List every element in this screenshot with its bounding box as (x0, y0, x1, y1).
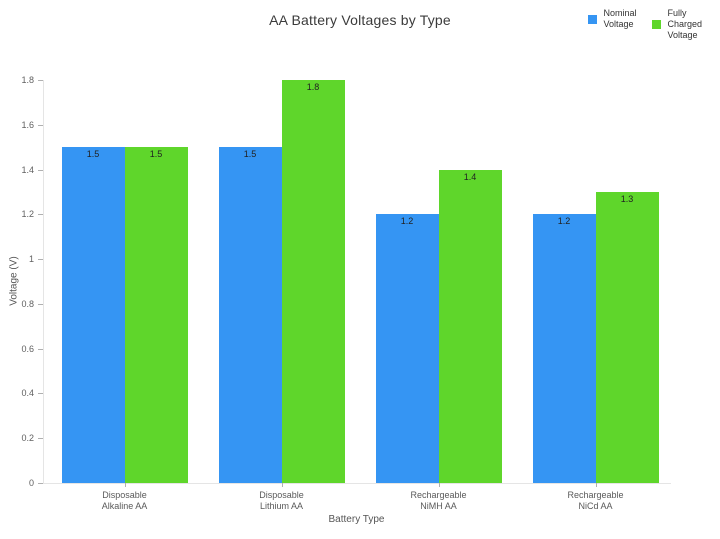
y-tick-mark (38, 348, 43, 350)
bar-value-label: 1.4 (463, 171, 477, 182)
x-tick-mark (124, 483, 126, 487)
legend: Nominal Voltage Fully Charged Voltage (588, 8, 702, 41)
y-tick-mark (38, 393, 43, 395)
y-tick-mark (38, 214, 43, 216)
legend-item-fully-charged-voltage[interactable]: Fully Charged Voltage (652, 8, 702, 41)
y-tick-label: 0.8 (21, 298, 34, 309)
y-tick-label: 1.6 (21, 119, 34, 130)
legend-label: Nominal Voltage (603, 8, 637, 29)
bar-value-label: 1.2 (557, 216, 571, 227)
y-tick-mark (38, 438, 43, 440)
y-tick-mark (38, 483, 43, 484)
bar-fully-charged-voltage-rechargeable-nimh-aa: 1.4 (438, 169, 502, 483)
legend-label: Fully Charged Voltage (667, 8, 702, 40)
fully-charged-voltage-swatch-icon (652, 20, 662, 29)
bar-nominal-voltage-disposable-lithium-aa: 1.5 (218, 147, 282, 483)
chart-title: AA Battery Voltages by Type (269, 12, 451, 28)
bar-nominal-voltage-disposable-alkaline-aa: 1.5 (61, 147, 125, 483)
y-tick-label: 1.4 (21, 164, 34, 175)
y-tick-label: 1.2 (21, 209, 34, 220)
x-category-label: Rechargeable NiCd AA (567, 490, 624, 511)
x-category-label: Disposable Lithium AA (259, 490, 304, 511)
x-category-label: Rechargeable NiMH AA (410, 490, 467, 511)
y-tick-label: 0.2 (21, 433, 34, 444)
bar-value-label: 1.3 (620, 193, 634, 204)
bar-nominal-voltage-rechargeable-nicd-aa: 1.2 (532, 214, 596, 483)
legend-item-nominal-voltage[interactable]: Nominal Voltage (588, 8, 636, 30)
y-tick-mark (38, 124, 43, 126)
y-tick-mark (38, 169, 43, 171)
plot-area (43, 80, 671, 484)
x-tick-mark (595, 483, 597, 487)
bar-value-label: 1.5 (243, 149, 257, 160)
x-tick-mark (438, 483, 440, 487)
bar-value-label: 1.2 (400, 216, 414, 227)
y-tick-mark (38, 303, 43, 305)
y-tick-mark (38, 80, 43, 81)
bar-value-label: 1.5 (86, 149, 100, 160)
bar-fully-charged-voltage-disposable-lithium-aa: 1.8 (281, 80, 345, 483)
y-tick-label: 1 (28, 254, 34, 265)
y-tick-label: 0.4 (21, 388, 34, 399)
bar-fully-charged-voltage-disposable-alkaline-aa: 1.5 (124, 147, 188, 483)
y-tick-label: 0 (28, 478, 34, 488)
y-tick-label: 0.6 (21, 343, 34, 354)
nominal-voltage-swatch-icon (588, 14, 598, 24)
bar-value-label: 1.8 (306, 82, 320, 92)
y-tick-mark (38, 259, 43, 261)
bar-fully-charged-voltage-rechargeable-nicd-aa: 1.3 (595, 191, 659, 483)
bar-value-label: 1.5 (149, 149, 163, 160)
y-tick-label: 1.8 (21, 75, 34, 85)
x-tick-mark (281, 483, 283, 487)
bar-nominal-voltage-rechargeable-nimh-aa: 1.2 (375, 214, 439, 483)
x-axis-title: Battery Type (328, 514, 385, 525)
x-category-label: Disposable Alkaline AA (101, 490, 148, 511)
